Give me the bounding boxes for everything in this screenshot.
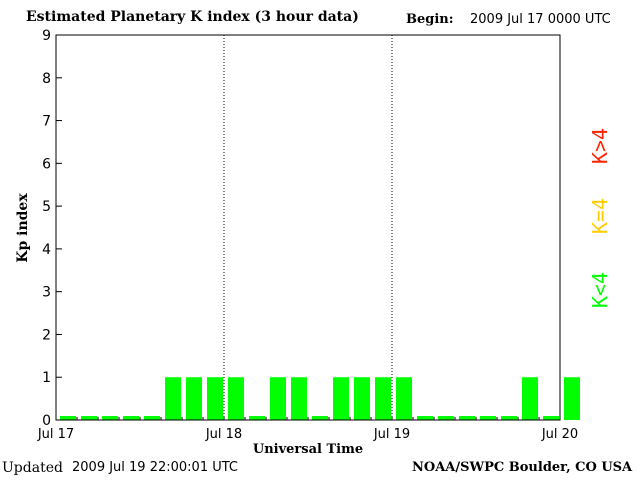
- y-tick-label: 5: [42, 199, 51, 215]
- kp-bar: [123, 416, 139, 420]
- y-tick-label: 1: [42, 370, 51, 386]
- y-axis-label: Kp index: [15, 193, 31, 263]
- updated-value: 2009 Jul 19 22:00:01 UTC: [72, 460, 238, 475]
- kp-bar: [375, 377, 391, 420]
- y-tick-label: 0: [42, 413, 51, 429]
- kp-bar: [501, 416, 517, 420]
- y-tick-label: 9: [42, 28, 51, 44]
- x-axis-label: Universal Time: [253, 442, 363, 457]
- kp-bar: [312, 416, 328, 420]
- kp-bar: [438, 416, 454, 420]
- kp-bar: [228, 377, 244, 420]
- kp-bar: [417, 416, 433, 420]
- begin-value: 2009 Jul 17 0000 UTC: [470, 12, 611, 27]
- y-tick-label: 7: [42, 114, 51, 130]
- y-tick-label: 3: [42, 285, 51, 301]
- y-tick-label: 6: [42, 156, 51, 172]
- kp-bar: [459, 416, 475, 420]
- legend-k-less-4: K<4: [588, 272, 612, 308]
- kp-bar: [354, 377, 370, 420]
- x-tick-label: Jul 19: [373, 427, 410, 442]
- y-tick-label: 4: [42, 242, 51, 258]
- y-tick-label: 2: [42, 327, 51, 343]
- chart-title: Estimated Planetary K index (3 hour data…: [26, 9, 359, 25]
- plot-frame: [55, 34, 561, 421]
- kp-bar: [60, 416, 76, 420]
- y-tick-label: 8: [42, 71, 51, 87]
- x-tick-label: Jul 18: [205, 427, 242, 442]
- x-axis-ticks: Jul 17 Jul 18 Jul 19 Jul 20: [37, 417, 578, 442]
- kp-bar: [144, 416, 160, 420]
- x-tick-label: Jul 17: [37, 427, 74, 442]
- kp-bar: [186, 377, 202, 420]
- y-axis-ticks: 0 1 2 3 4 5 6 7 8 9: [42, 28, 62, 429]
- legend-k-equal-4: K=4: [588, 198, 612, 234]
- x-tick-label: Jul 20: [541, 427, 578, 442]
- kp-bar: [102, 416, 118, 420]
- legend-k-greater-4: K>4: [588, 128, 612, 164]
- kp-bar: [396, 377, 412, 420]
- updated-label: Updated: [2, 460, 63, 476]
- begin-label: Begin:: [406, 12, 454, 27]
- kp-bar: [207, 377, 223, 420]
- credit-text: NOAA/SWPC Boulder, CO USA: [412, 460, 633, 475]
- day-separator-lines: [223, 35, 393, 420]
- kp-bar: [333, 377, 349, 420]
- kp-bar: [270, 377, 286, 420]
- kp-bar: [480, 416, 496, 420]
- kp-bars: [60, 377, 580, 420]
- kp-bar: [543, 416, 559, 420]
- kp-bar: [249, 416, 265, 420]
- kp-bar: [564, 377, 580, 420]
- kp-bar: [291, 377, 307, 420]
- kp-bar: [522, 377, 538, 420]
- kp-bar: [165, 377, 181, 420]
- kp-bar: [81, 416, 97, 420]
